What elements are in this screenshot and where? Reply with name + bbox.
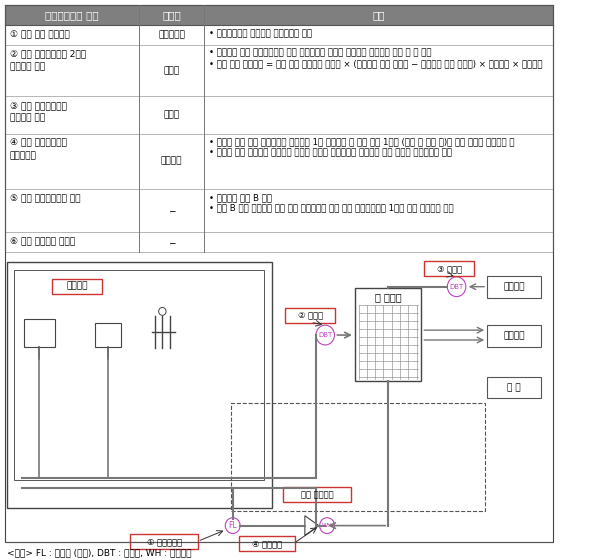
- Bar: [204, 45, 553, 96]
- Bar: [14, 270, 264, 480]
- Bar: [139, 45, 204, 96]
- FancyBboxPatch shape: [52, 279, 102, 293]
- Text: −: −: [168, 238, 175, 247]
- Text: ② 온도계: ② 온도계: [298, 311, 323, 320]
- Bar: [5, 232, 139, 252]
- Text: ① 온수유량계: ① 온수유량계: [146, 538, 182, 547]
- Text: WH: WH: [322, 523, 332, 528]
- Bar: [139, 232, 204, 252]
- Text: 열 교환기: 열 교환기: [375, 292, 401, 302]
- Bar: [204, 6, 553, 25]
- Bar: [5, 96, 139, 134]
- Bar: [5, 25, 139, 45]
- Bar: [487, 276, 541, 297]
- Text: ⑤ 단지 급탕열교환기 효율: ⑤ 단지 급탕열교환기 효율: [10, 194, 80, 203]
- Text: ⑥ 단지 급탕배관 열손실: ⑥ 단지 급탕배관 열손실: [10, 237, 75, 246]
- Text: ② 단지 급탕열교환기 2차측
공급온수 온도: ② 단지 급탕열교환기 2차측 공급온수 온도: [10, 50, 86, 71]
- Text: −: −: [168, 206, 175, 215]
- Circle shape: [316, 325, 334, 345]
- Text: 급탕 순환펜프: 급탕 순환펜프: [301, 490, 333, 499]
- Text: DBT: DBT: [449, 284, 464, 290]
- Bar: [139, 96, 204, 134]
- Text: ① 세대 급탕 온수유량: ① 세대 급탕 온수유량: [10, 30, 70, 39]
- Bar: [204, 96, 553, 134]
- Bar: [231, 403, 485, 511]
- Circle shape: [225, 517, 240, 534]
- Bar: [487, 376, 541, 398]
- Text: ③ 단지 급탕열교환기
보급시수 온도: ③ 단지 급탕열교환기 보급시수 온도: [10, 101, 67, 123]
- Text: DBT: DBT: [318, 332, 332, 338]
- Text: 상수공급: 상수공급: [503, 282, 525, 291]
- Text: 전 력: 전 력: [507, 383, 521, 392]
- FancyBboxPatch shape: [130, 534, 199, 549]
- Bar: [139, 134, 204, 189]
- Text: • 계측원칙 부록 B 참조: • 계측원칙 부록 B 참조: [209, 193, 272, 202]
- Bar: [355, 288, 421, 381]
- Text: FL: FL: [229, 521, 237, 530]
- Text: ④ 전력량계: ④ 전력량계: [252, 539, 282, 548]
- Text: 에너지사용량 구분: 에너지사용량 구분: [46, 10, 99, 20]
- FancyBboxPatch shape: [424, 261, 474, 276]
- Circle shape: [448, 277, 466, 297]
- Bar: [5, 45, 139, 96]
- Text: 계측기: 계측기: [162, 10, 181, 20]
- Text: 급탕공급: 급탕공급: [67, 282, 88, 291]
- Bar: [95, 323, 121, 347]
- Text: • 온도계는 단지 급탕열교환기 해당 금속배관의 단열재 제거하고 외표면에 설치 후 재 단열: • 온도계는 단지 급탕열교환기 해당 금속배관의 단열재 제거하고 외표면에 …: [209, 49, 431, 58]
- Bar: [204, 232, 553, 252]
- Text: 전력량계: 전력량계: [161, 157, 182, 166]
- Text: • 중간층 등의 대표 계측세대를 포함하는 1개 급탕순환 존 담당 펜프 1세트 (메인 및 예비 등)에 대한 계측을 원칙으로 함: • 중간층 등의 대표 계측세대를 포함하는 1개 급탕순환 존 담당 펜프 1…: [209, 138, 514, 147]
- Circle shape: [320, 517, 334, 534]
- Text: <범레> FL : 유량계 (온수), DBT : 온도계, WH : 전력량계: <범레> FL : 유량계 (온수), DBT : 온도계, WH : 전력량계: [7, 548, 191, 557]
- Bar: [204, 134, 553, 189]
- Polygon shape: [305, 516, 319, 535]
- Text: ③ 온도계: ③ 온도계: [437, 264, 462, 273]
- Text: 온도계: 온도계: [164, 110, 179, 119]
- Circle shape: [158, 307, 166, 315]
- Bar: [5, 134, 139, 189]
- Text: • 세대 급탕 온수열량 = 세대 급탕 온수유량 계측값 × (공급온수 온도 계측값 − 보급시수 온도 계측값) × 온수밀도 × 온수비열: • 세대 급탕 온수열량 = 세대 급탕 온수유량 계측값 × (공급온수 온도…: [209, 59, 542, 69]
- Text: • 온수유량계는 세대입구 급탕배관에 설치: • 온수유량계는 세대입구 급탕배관에 설치: [209, 29, 312, 38]
- FancyBboxPatch shape: [239, 536, 295, 551]
- Text: • 계측값 합을 담당세대 전용면적 합으로 나누고 계측세대별 전용면적 급해 세대분 전력사용량 산출: • 계측값 합을 담당세대 전용면적 합으로 나누고 계측세대별 전용면적 급해…: [209, 148, 452, 157]
- Bar: [5, 6, 139, 25]
- Text: • 부록 B 기준 적용하여 세대 급탕 온수열량에 따른 단지 급탕열교환기 1차측 급탕 투입열량 산출: • 부록 B 기준 적용하여 세대 급탕 온수열량에 따른 단지 급탕열교환기 …: [209, 204, 453, 213]
- Bar: [139, 6, 204, 25]
- FancyBboxPatch shape: [286, 309, 335, 323]
- Bar: [487, 325, 541, 347]
- Bar: [23, 319, 55, 347]
- Bar: [204, 25, 553, 45]
- Text: 온수유량계: 온수유량계: [158, 30, 185, 39]
- Text: 지역난방: 지역난방: [503, 332, 525, 340]
- Bar: [204, 189, 553, 232]
- Bar: [139, 189, 204, 232]
- Text: 온도계: 온도계: [164, 66, 179, 75]
- Bar: [5, 189, 139, 232]
- FancyBboxPatch shape: [283, 487, 351, 502]
- Text: ④ 단지 급탕순환펜프
전력사용량: ④ 단지 급탕순환펜프 전력사용량: [10, 139, 67, 160]
- Text: 비고: 비고: [372, 10, 385, 20]
- Bar: [139, 25, 204, 45]
- Bar: [7, 262, 272, 508]
